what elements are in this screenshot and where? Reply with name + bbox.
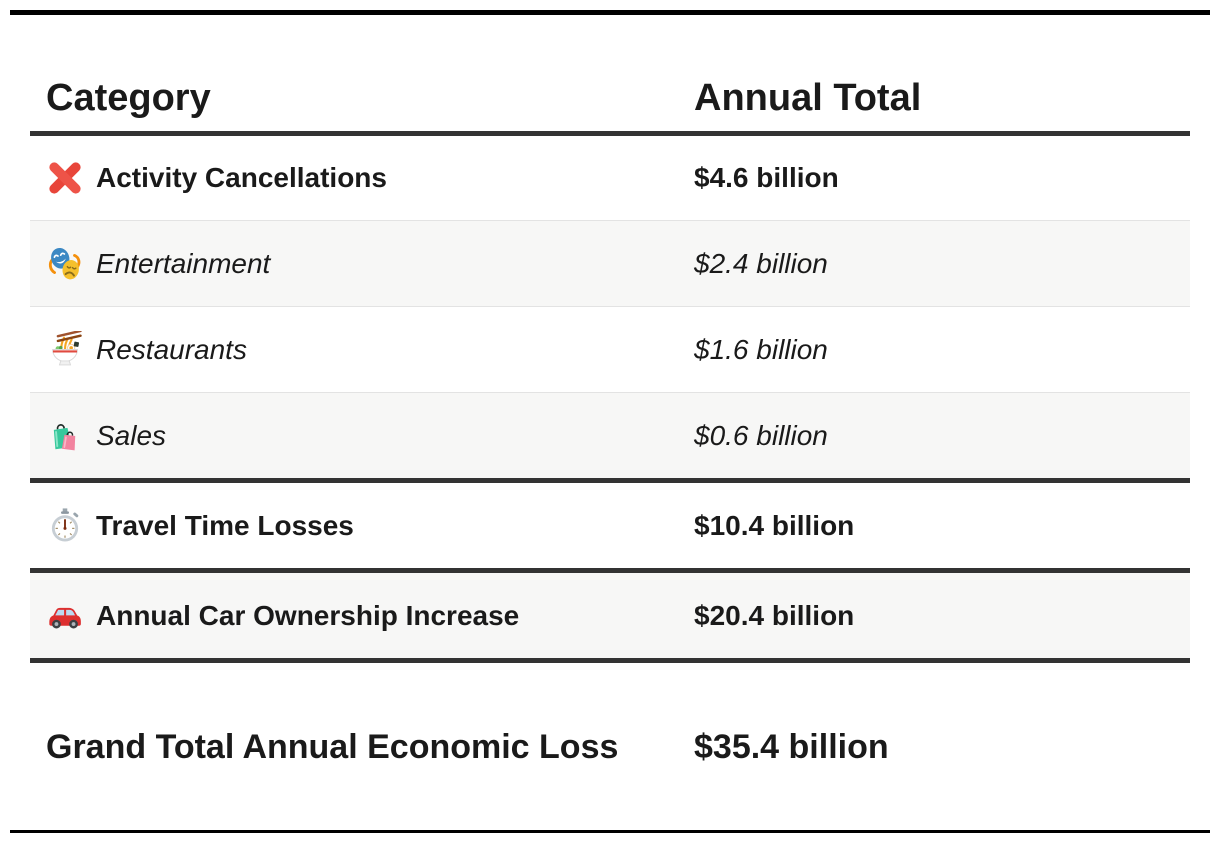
category-cell: Entertainment [30, 245, 693, 283]
value-cell: $4.6 billion [693, 162, 1190, 194]
column-header-category: Category [30, 79, 693, 117]
shopping-bags-icon [46, 417, 84, 455]
value-cell: $1.6 billion [693, 334, 1190, 366]
row-value: $35.4 billion [694, 727, 889, 766]
row-value: $0.6 billion [694, 419, 828, 451]
row-value: $20.4 billion [694, 599, 855, 631]
value-cell: $35.4 billion [693, 723, 1190, 771]
row-value: $1.6 billion [694, 333, 828, 365]
row-label: Sales [96, 419, 167, 451]
row-label: Entertainment [96, 247, 271, 279]
table-header-row: Category Annual Total [30, 15, 1190, 136]
column-header-annual-total: Annual Total [693, 79, 1190, 117]
value-cell: $20.4 billion [693, 600, 1190, 632]
value-cell: $10.4 billion [693, 510, 1190, 542]
car-icon [46, 597, 84, 635]
category-cell: Activity Cancellations [30, 159, 693, 197]
table-row: Sales $0.6 billion [30, 393, 1190, 483]
row-label: Annual Car Ownership Increase [96, 599, 520, 631]
category-cell: Restaurants [30, 331, 693, 369]
table-row: Grand Total Annual Economic Loss $35.4 b… [30, 663, 1190, 830]
column-header-annual-total-label: Annual Total [694, 77, 922, 119]
cross-mark-icon [46, 159, 84, 197]
stopwatch-icon [46, 507, 84, 545]
row-value: $2.4 billion [694, 247, 828, 279]
performing-arts-icon [46, 245, 84, 283]
table-row: Restaurants $1.6 billion [30, 307, 1190, 393]
category-cell: Sales [30, 417, 693, 455]
table-row: Annual Car Ownership Increase $20.4 bill… [30, 573, 1190, 663]
table-body: Activity Cancellations $4.6 billion Ente… [30, 136, 1190, 830]
top-rule [10, 10, 1210, 15]
column-header-category-label: Category [46, 77, 211, 119]
value-cell: $2.4 billion [693, 248, 1190, 280]
category-cell: Annual Car Ownership Increase [30, 597, 693, 635]
row-label: Activity Cancellations [96, 162, 387, 193]
category-cell: Grand Total Annual Economic Loss [30, 723, 693, 771]
table-row: Entertainment $2.4 billion [30, 221, 1190, 307]
steaming-bowl-icon [46, 331, 84, 369]
row-value: $10.4 billion [694, 509, 855, 541]
bottom-rule [10, 830, 1210, 833]
category-cell: Travel Time Losses [30, 507, 693, 545]
table-row: Travel Time Losses $10.4 billion [30, 483, 1190, 573]
value-cell: $0.6 billion [693, 420, 1190, 452]
row-label: Grand Total Annual Economic Loss [46, 727, 619, 766]
table-row: Activity Cancellations $4.6 billion [30, 136, 1190, 221]
row-label: Travel Time Losses [96, 509, 354, 541]
row-value: $4.6 billion [694, 162, 839, 193]
economic-loss-table: Category Annual Total Activity Cancellat… [30, 15, 1190, 830]
row-label: Restaurants [96, 333, 247, 365]
